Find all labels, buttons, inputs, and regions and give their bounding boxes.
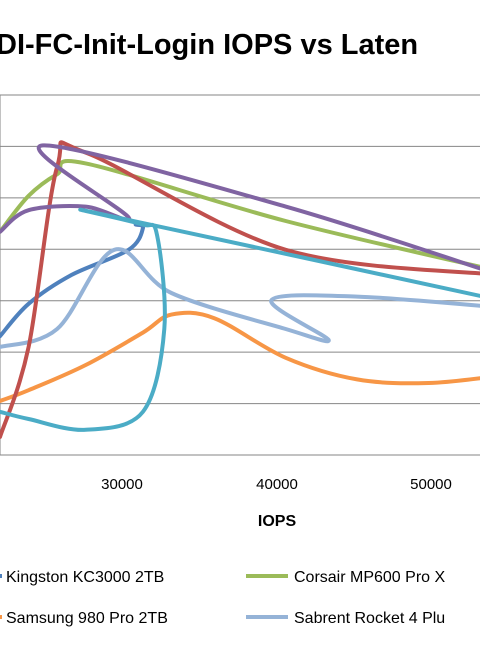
series-line-5 bbox=[0, 140, 480, 439]
series-line-3 bbox=[0, 159, 480, 269]
x-axis: 30000 40000 50000 bbox=[101, 476, 452, 493]
x-tick-label: 30000 bbox=[101, 476, 143, 493]
legend-item-samsung: Samsung 980 Pro 2TB bbox=[0, 610, 168, 627]
series-layer bbox=[0, 140, 480, 439]
legend-label: Samsung 980 Pro 2TB bbox=[6, 610, 168, 627]
x-tick-label: 50000 bbox=[410, 476, 452, 493]
legend: Kingston KC3000 2TB Corsair MP600 Pro X … bbox=[0, 569, 445, 627]
series-line-2 bbox=[0, 310, 480, 403]
legend-label: Kingston KC3000 2TB bbox=[6, 569, 164, 586]
legend-item-corsair: Corsair MP600 Pro X bbox=[246, 569, 445, 586]
legend-item-sabrent: Sabrent Rocket 4 Plu bbox=[246, 610, 445, 627]
x-tick-label: 40000 bbox=[256, 476, 298, 493]
legend-label: Corsair MP600 Pro X bbox=[294, 569, 445, 586]
series-line-6 bbox=[0, 143, 480, 271]
series-line-4 bbox=[0, 247, 480, 349]
x-axis-label: IOPS bbox=[258, 513, 297, 530]
legend-label: Sabrent Rocket 4 Plu bbox=[294, 610, 445, 627]
legend-item-kingston: Kingston KC3000 2TB bbox=[0, 569, 164, 586]
series-line-1 bbox=[0, 222, 145, 339]
series-line-7 bbox=[0, 207, 480, 432]
chart-title: DI-FC-Init-Login IOPS vs Laten bbox=[0, 29, 418, 61]
